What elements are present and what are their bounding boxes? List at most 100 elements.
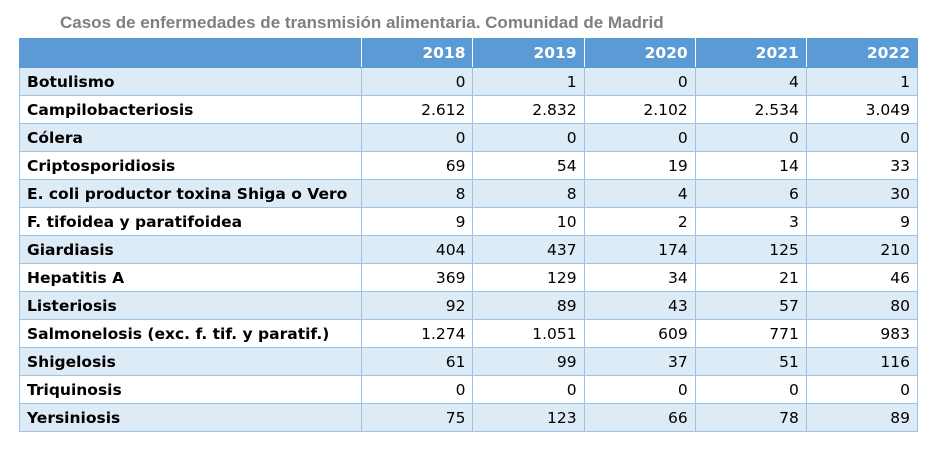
case-count-cell: 1 [472,67,585,96]
case-count-cell: 6 [694,179,807,208]
table-row: Triquinosis 0 0 0 0 0 [18,375,919,404]
case-count-cell: 89 [805,403,919,432]
header-cell-year: 2022 [805,38,919,68]
case-count-cell: 2 [583,207,696,236]
case-count-cell: 2.832 [472,95,585,124]
case-count-cell: 10 [472,207,585,236]
case-count-cell: 14 [694,151,807,180]
case-count-cell: 33 [805,151,919,180]
disease-name-cell: Botulismo [18,67,363,96]
disease-name-cell: Campilobacteriosis [18,95,363,124]
case-count-cell: 210 [805,235,919,264]
header-cell-disease [18,38,363,68]
case-count-cell: 116 [805,347,919,376]
case-count-cell: 0 [583,123,696,152]
case-count-cell: 9 [361,207,474,236]
case-count-cell: 125 [694,235,807,264]
case-count-cell: 57 [694,291,807,320]
disease-name-cell: Triquinosis [18,375,363,404]
case-count-cell: 34 [583,263,696,292]
case-count-cell: 0 [361,123,474,152]
case-count-cell: 99 [472,347,585,376]
case-count-cell: 54 [472,151,585,180]
table-row: Salmonelosis (exc. f. tif. y paratif.) 1.… [18,319,919,348]
case-count-cell: 89 [472,291,585,320]
header-cell-year: 2019 [472,38,585,68]
disease-name-cell: Yersiniosis [18,403,363,432]
case-count-cell: 1.051 [472,319,585,348]
table-row: E. coli productor toxina Shiga o Vero 8 8 4… [18,179,919,208]
case-count-cell: 3 [694,207,807,236]
case-count-cell: 0 [361,375,474,404]
case-count-cell: 0 [694,375,807,404]
disease-name-cell: Giardiasis [18,235,363,264]
case-count-cell: 174 [583,235,696,264]
disease-name-cell: Shigelosis [18,347,363,376]
case-count-cell: 1 [805,67,919,96]
case-count-cell: 92 [361,291,474,320]
case-count-cell: 369 [361,263,474,292]
header-row: 2018 2019 2020 2021 2022 [18,38,919,68]
disease-name-cell: Listeriosis [18,291,363,320]
case-count-cell: 2.534 [694,95,807,124]
table-row: Hepatitis A 369 129 34 21 46 [18,263,919,292]
disease-cases-table: 2018 2019 2020 2021 2022 Botulismo 0 1 0 4 1 C… [18,38,919,432]
case-count-cell: 1.274 [361,319,474,348]
case-count-cell: 69 [361,151,474,180]
case-count-cell: 4 [694,67,807,96]
case-count-cell: 4 [583,179,696,208]
case-count-cell: 983 [805,319,919,348]
case-count-cell: 0 [472,375,585,404]
table-row: Giardiasis 404 437 174 125 210 [18,235,919,264]
table-title: Casos de enfermedades de transmisión ali… [60,13,664,32]
case-count-cell: 123 [472,403,585,432]
case-count-cell: 0 [583,67,696,96]
case-count-cell: 43 [583,291,696,320]
case-count-cell: 0 [361,67,474,96]
case-count-cell: 37 [583,347,696,376]
disease-name-cell: Hepatitis A [18,263,363,292]
disease-name-cell: Cólera [18,123,363,152]
case-count-cell: 3.049 [805,95,919,124]
case-count-cell: 8 [472,179,585,208]
case-count-cell: 75 [361,403,474,432]
case-count-cell: 437 [472,235,585,264]
disease-name-cell: Criptosporidiosis [18,151,363,180]
case-count-cell: 0 [472,123,585,152]
header-cell-year: 2018 [361,38,474,68]
case-count-cell: 78 [694,403,807,432]
table-row: Listeriosis 92 89 43 57 80 [18,291,919,320]
header-cell-year: 2020 [583,38,696,68]
table-row: Cólera 0 0 0 0 0 [18,123,919,152]
disease-name-cell: E. coli productor toxina Shiga o Vero [18,179,363,208]
table-row: Criptosporidiosis 69 54 19 14 33 [18,151,919,180]
disease-name-cell: Salmonelosis (exc. f. tif. y paratif.) [18,319,363,348]
disease-name-cell: F. tifoidea y paratifoidea [18,207,363,236]
case-count-cell: 0 [694,123,807,152]
case-count-cell: 771 [694,319,807,348]
case-count-cell: 9 [805,207,919,236]
case-count-cell: 80 [805,291,919,320]
table-row: Campilobacteriosis 2.612 2.832 2.102 2.534 3.… [18,95,919,124]
header-cell-year: 2021 [694,38,807,68]
case-count-cell: 66 [583,403,696,432]
case-count-cell: 19 [583,151,696,180]
case-count-cell: 0 [805,375,919,404]
case-count-cell: 61 [361,347,474,376]
table-row: F. tifoidea y paratifoidea 9 10 2 3 9 [18,207,919,236]
case-count-cell: 404 [361,235,474,264]
case-count-cell: 46 [805,263,919,292]
case-count-cell: 609 [583,319,696,348]
case-count-cell: 2.102 [583,95,696,124]
case-count-cell: 0 [805,123,919,152]
table-row: Shigelosis 61 99 37 51 116 [18,347,919,376]
case-count-cell: 51 [694,347,807,376]
case-count-cell: 129 [472,263,585,292]
case-count-cell: 8 [361,179,474,208]
table-row: Botulismo 0 1 0 4 1 [18,67,919,96]
case-count-cell: 0 [583,375,696,404]
case-count-cell: 30 [805,179,919,208]
case-count-cell: 2.612 [361,95,474,124]
case-count-cell: 21 [694,263,807,292]
table-row: Yersiniosis 75 123 66 78 89 [18,403,919,432]
